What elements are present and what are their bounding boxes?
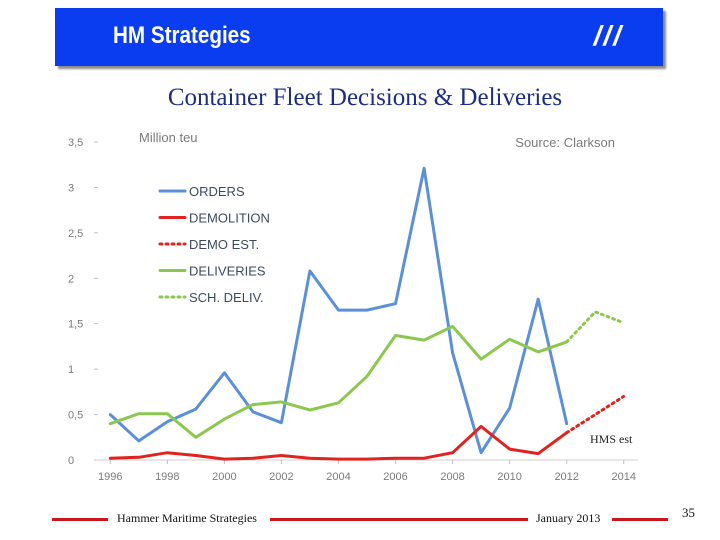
y-tick-label: 1 — [68, 364, 74, 376]
footer-date: January 2013 — [536, 511, 601, 525]
y-axis-unit-label: Million teu — [139, 130, 198, 145]
x-tick-label: 2014 — [611, 471, 635, 483]
footer-rule-right — [612, 518, 668, 521]
legend-label-orders: ORDERS — [189, 184, 245, 199]
legend-label-demo-est: DEMO EST. — [189, 237, 259, 252]
page-number: 35 — [682, 505, 695, 520]
y-tick-label: 3 — [68, 182, 74, 194]
line-chart: 0 0,5 1 1,5 2 2,5 3 3,5 1996 1998 2000 2002 2004 200… — [68, 130, 638, 483]
series-line-demolition — [108, 424, 569, 461]
x-tick-label: 2012 — [554, 471, 578, 483]
x-tick-label: 2004 — [326, 471, 350, 483]
chart-legend: ORDERS DEMOLITION DEMO EST. DELIVERIES SCH. … — [158, 184, 270, 305]
x-axis-ticks: 1996 1998 2000 2002 2004 2006 2008 2010 2012 2014 — [98, 460, 636, 483]
x-tick-label: 2006 — [383, 471, 407, 483]
series-line-orders — [108, 166, 569, 455]
footer-company: Hammer Maritime Strategies — [117, 511, 257, 525]
x-tick-label: 2000 — [212, 471, 236, 483]
header-banner: HM Strategies /// — [55, 8, 663, 66]
legend-label-demolition: DEMOLITION — [189, 211, 270, 226]
legend-label-deliveries: DELIVERIES — [189, 264, 266, 279]
footer: Hammer Maritime Strategies January 2013 — [0, 505, 720, 533]
y-tick-label: 3,5 — [68, 137, 83, 149]
footer-rule-middle — [270, 518, 528, 521]
y-tick-label: 0,5 — [68, 410, 83, 422]
footer-rule-left — [52, 518, 108, 521]
company-title: HM Strategies — [113, 22, 251, 49]
slide-title: Container Fleet Decisions & Deliveries — [167, 84, 563, 111]
series-lines — [108, 166, 626, 461]
y-tick-label: 2 — [68, 273, 74, 285]
brand-mark: /// — [593, 20, 623, 51]
x-tick-label: 2002 — [269, 471, 293, 483]
y-tick-label: 2,5 — [68, 228, 83, 240]
series-line-deliveries — [108, 324, 569, 439]
legend-label-sch-deliv: SCH. DELIV. — [189, 290, 264, 305]
y-tick-label: 1,5 — [68, 319, 83, 331]
x-tick-label: 1998 — [155, 471, 179, 483]
y-tick-label: 0 — [68, 455, 74, 467]
x-tick-label: 1996 — [98, 471, 122, 483]
source-label: Source: Clarkson — [515, 135, 615, 150]
series-line-sch-deliv — [565, 310, 626, 344]
hms-estimate-annotation: HMS est — [590, 432, 633, 446]
x-tick-label: 2010 — [497, 471, 521, 483]
y-axis-ticks: 0 0,5 1 1,5 2 2,5 3 3,5 — [68, 137, 98, 467]
x-tick-label: 2008 — [440, 471, 464, 483]
series-line-demo-est — [565, 394, 626, 435]
